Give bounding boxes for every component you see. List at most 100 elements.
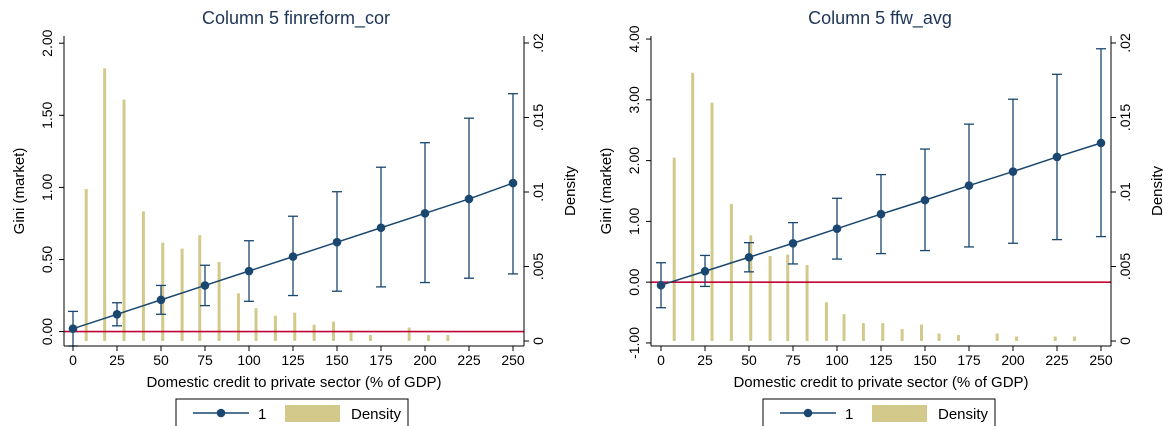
density-bar [141,211,145,341]
density-bar [254,308,258,341]
series-point [744,252,754,262]
y-tick-label: 0.50 [39,246,55,273]
legend-label-series: 1 [845,406,853,423]
x-tick-label: 0 [69,352,77,368]
series-point [1008,167,1018,176]
density-bar [805,265,809,341]
legend-density-swatch [872,405,927,422]
confidence-intervals [656,48,1106,309]
y2-tick-label: 0 [530,337,546,345]
density-bar [1073,336,1077,341]
density-bar [312,324,316,341]
y-axis-label: Gini (market) [11,148,28,235]
density-bar [749,235,753,341]
series-point [464,194,474,204]
x-tick-label: 200 [413,352,437,368]
chart-title: Column 5 finreform_cor [202,8,390,29]
x-tick-label: 100 [237,352,261,368]
legend-marker-swatch [803,408,813,418]
x-tick-label: 175 [957,352,981,368]
legend-density-swatch [285,405,340,422]
series-point [376,223,386,233]
x-tick-label: 150 [325,352,349,368]
density-bar [84,189,88,341]
density-bar [900,329,904,341]
density-bar [710,102,714,341]
series-point [1096,138,1106,148]
y2-tick-label: 0 [1117,337,1133,345]
legend-label-density: Density [938,406,989,423]
x-tick-label: 200 [1001,352,1025,368]
legend: 1 Density [762,398,996,426]
y2-tick-label: .015 [530,104,546,131]
y2-tick-label: .02 [530,33,546,53]
density-bar [824,302,828,341]
density-bar [446,335,450,341]
density-bar [919,324,923,341]
y2-tick-label: .02 [1117,33,1133,53]
y-tick-label: 1.00 [626,208,642,235]
density-bar [407,327,411,341]
legend-label-series: 1 [258,406,266,423]
x-tick-label: 250 [501,352,525,368]
y-axis-label: Gini (market) [598,148,615,235]
x-tick-label: 25 [109,352,125,368]
y-tick-label: 4.00 [626,25,642,52]
legend: 1 Density [175,398,409,426]
y2-axis-label: Density [562,165,579,216]
series-point [332,237,342,247]
density-bar [768,256,772,341]
series-point [920,195,930,205]
series-point [964,181,974,190]
density-bar [729,203,733,341]
series-point [112,309,122,319]
y2-tick-label: .015 [1117,104,1133,131]
series-point [200,281,210,290]
series-point [1052,152,1062,162]
density-bar [103,68,107,341]
y-tick-label: 2.00 [39,29,55,56]
series-point [508,178,518,188]
y-tick-label: -1.00 [626,327,642,359]
x-axis-label: Domestic credit to private sector (% of … [146,374,441,391]
density-bar [786,254,790,341]
y-tick-label: 2.00 [626,147,642,174]
y-tick-label: 1.50 [39,101,55,128]
density-bar [180,248,184,341]
x-tick-label: 0 [657,352,665,368]
x-tick-label: 150 [913,352,937,368]
legend-marker-swatch [216,408,226,418]
series-point [788,238,798,248]
y2-tick-label: .005 [530,253,546,280]
density-bar [1015,336,1019,341]
x-tick-label: 250 [1089,352,1113,368]
y2-tick-label: .005 [1117,253,1133,280]
density-bar [122,99,126,342]
x-tick-label: 125 [281,352,305,368]
series-markers [68,178,518,333]
x-tick-label: 50 [153,352,169,368]
density-bar [937,333,941,341]
series-point [420,209,430,218]
density-bar [842,314,846,341]
series-point [876,209,886,219]
density-bar [368,335,372,341]
density-bar [236,293,240,341]
density-bar [672,157,676,341]
y-tick-label: 0.00 [626,268,642,295]
density-bars [672,72,1077,342]
y2-tick-label: .01 [530,182,546,202]
density-bar [881,323,885,341]
x-tick-label: 75 [785,352,801,368]
density-bar [198,235,202,341]
chart-title: Column 5 ffw_avg [808,8,952,29]
x-tick-label: 75 [197,352,213,368]
density-bar [691,72,695,342]
density-bar [995,333,999,341]
density-bar [273,315,277,341]
x-tick-label: 50 [741,352,757,368]
series-point [68,324,78,333]
series-markers [656,138,1106,290]
